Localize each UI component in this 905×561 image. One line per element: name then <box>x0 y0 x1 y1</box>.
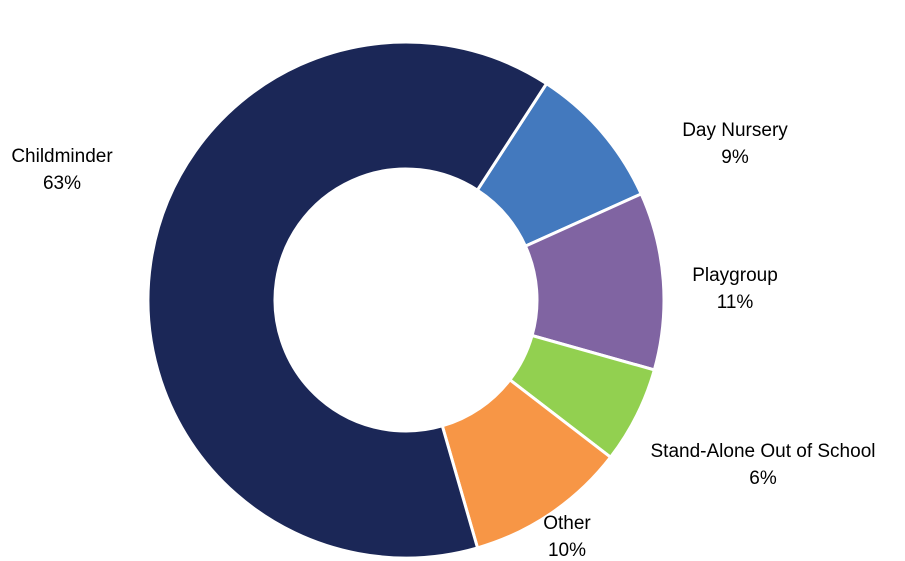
slice-value-label: 11% <box>717 292 754 313</box>
slice-value-label: 10% <box>548 540 586 561</box>
slice-value-label: 9% <box>721 147 749 168</box>
slice-value-label: 6% <box>749 468 777 489</box>
slice-label: Other <box>543 513 591 534</box>
slice <box>146 40 549 560</box>
slice-label: Childminder <box>11 146 113 167</box>
slice-label: Stand-Alone Out of School <box>651 441 876 462</box>
slice-label: Playgroup <box>692 265 778 286</box>
slice-value-label: 63% <box>43 173 81 194</box>
slice-label: Day Nursery <box>682 120 788 141</box>
